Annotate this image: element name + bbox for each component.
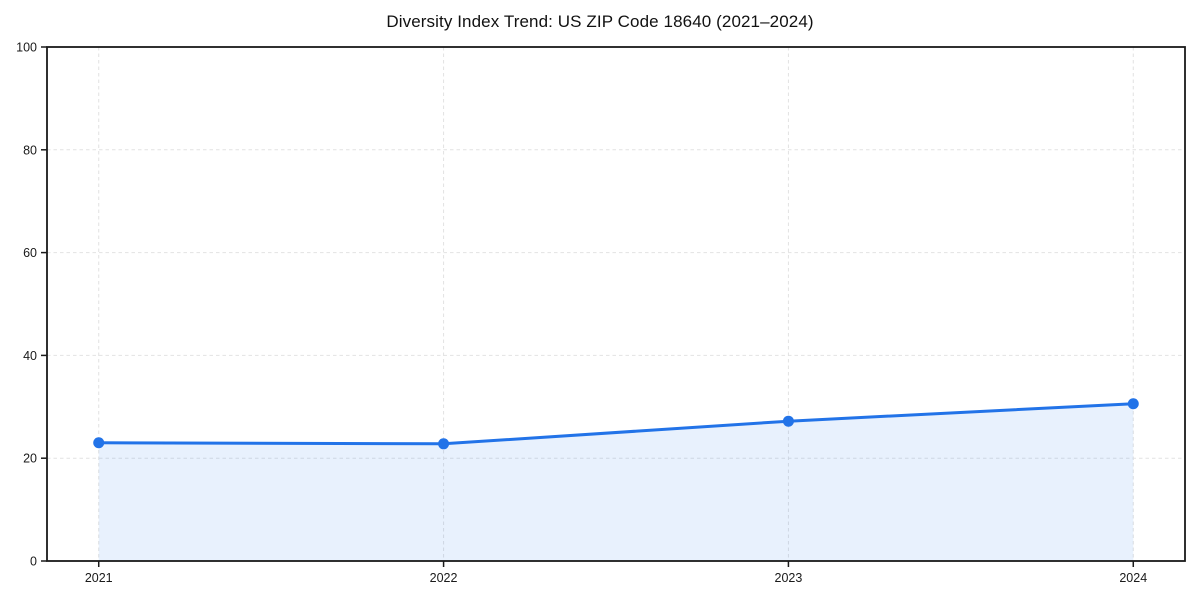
y-tick-label: 60 — [23, 246, 37, 260]
x-tick-label: 2024 — [1119, 571, 1147, 585]
y-tick-label: 40 — [23, 349, 37, 363]
plot-border — [46, 46, 1186, 562]
data-point-marker — [438, 438, 450, 450]
x-tick-label: 2021 — [85, 571, 113, 585]
trend-line — [97, 402, 1135, 446]
y-tick-label: 20 — [23, 452, 37, 466]
y-tick-label: 80 — [23, 143, 37, 157]
x-tick-label: 2022 — [430, 571, 458, 585]
area-fill — [98, 403, 1134, 561]
y-tick-label: 100 — [16, 41, 37, 55]
data-point-marker — [782, 415, 794, 427]
data-point-marker — [93, 437, 105, 449]
data-point-marker — [1127, 398, 1139, 410]
x-tick-label: 2023 — [775, 571, 803, 585]
y-tick-label: 0 — [30, 555, 37, 569]
chart-title: Diversity Index Trend: US ZIP Code 18640… — [386, 12, 814, 31]
